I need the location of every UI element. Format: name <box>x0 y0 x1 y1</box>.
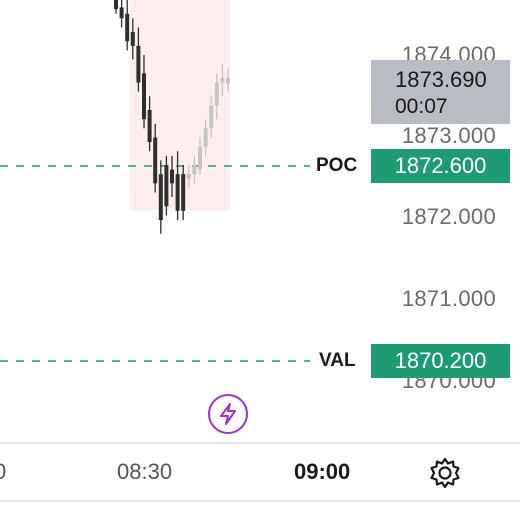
bar-countdown: 00:07 <box>395 95 448 118</box>
candle-body <box>164 165 169 207</box>
candle-body <box>130 32 135 46</box>
candle-body <box>175 174 180 211</box>
val-price-box: 1870.200 <box>371 344 510 378</box>
time-axis-divider <box>0 442 520 444</box>
candle-body <box>142 73 146 120</box>
lightning-bolt-icon[interactable] <box>208 394 248 434</box>
candle-body <box>158 174 163 220</box>
chart-area[interactable]: 1874.000 1873.000 1872.000 1871.000 1870… <box>0 0 520 440</box>
candle-body <box>198 146 202 170</box>
time-label-0900: 09:00 <box>294 459 351 484</box>
candle-body <box>136 45 141 83</box>
val-tag: VAL <box>319 350 356 371</box>
candle-body <box>214 82 219 106</box>
price-tick: 1873.000 <box>401 123 496 148</box>
candle-body <box>153 137 158 184</box>
candle-body <box>125 13 130 42</box>
candlestick-plot <box>0 0 310 362</box>
current-price-box: 1873.690 00:07 <box>371 60 510 124</box>
candle-body <box>203 128 208 147</box>
candle-body <box>170 169 174 184</box>
candle-body <box>226 77 230 84</box>
candle-body <box>220 77 225 83</box>
bottom-divider <box>0 500 520 502</box>
time-label-cut: 0 <box>0 459 7 484</box>
gear-glyph <box>430 457 460 489</box>
candle-body <box>147 110 152 143</box>
candle-body <box>209 105 214 129</box>
time-label-0830: 08:30 <box>117 459 173 484</box>
current-price: 1873.690 <box>395 67 487 92</box>
candle-body <box>114 0 118 10</box>
lightning-bolt-glyph <box>220 403 236 425</box>
candle-body <box>192 165 197 175</box>
poc-price-box: 1872.600 <box>371 149 510 183</box>
candle-body <box>181 174 186 211</box>
gear-icon[interactable] <box>427 455 463 491</box>
price-tick: 1871.000 <box>401 286 496 311</box>
price-tick: 1872.000 <box>401 204 496 229</box>
poc-tag: POC <box>316 155 358 176</box>
session-highlight <box>130 0 230 210</box>
candle-body <box>186 174 191 179</box>
candle-body <box>119 7 124 19</box>
